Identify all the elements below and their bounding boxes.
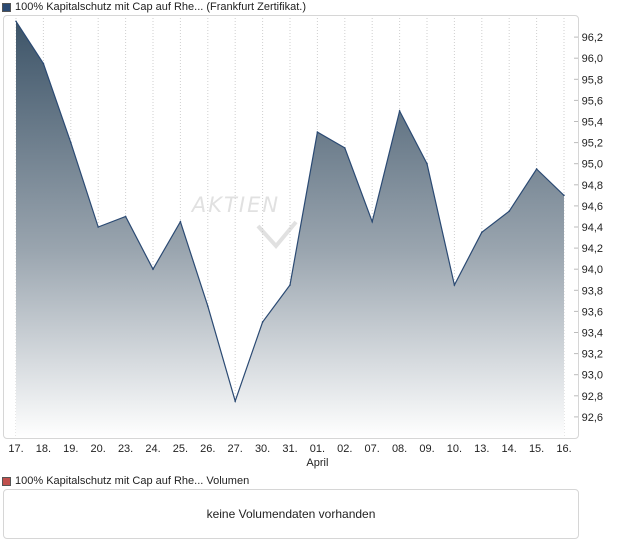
- x-tick-label: 25.: [173, 443, 188, 455]
- y-tick-label: 93,4: [582, 328, 603, 340]
- x-tick-label: 14.: [502, 443, 517, 455]
- x-tick-label: 17.: [8, 443, 23, 455]
- data-point: [563, 194, 565, 197]
- y-tick-label: 95,4: [582, 117, 603, 129]
- price-legend: 100% Kapitalschutz mit Cap auf Rhe... (F…: [2, 0, 306, 14]
- y-tick-label: 96,0: [582, 53, 603, 65]
- data-point: [508, 210, 511, 212]
- data-point: [481, 231, 483, 234]
- y-tick-label: 94,6: [582, 201, 603, 213]
- x-tick-label: 10.: [447, 443, 462, 455]
- y-tick-label: 95,0: [582, 159, 603, 171]
- data-point: [453, 284, 456, 286]
- volume-panel: keine Volumendaten vorhanden: [3, 489, 579, 539]
- x-tick-label: 20.: [91, 443, 106, 455]
- data-point: [179, 220, 182, 223]
- data-point: [124, 215, 127, 218]
- x-tick-label: 24.: [145, 443, 160, 455]
- x-tick-label: 02.: [337, 443, 352, 455]
- volume-legend: 100% Kapitalschutz mit Cap auf Rhe... Vo…: [2, 474, 249, 488]
- data-point: [371, 220, 374, 223]
- watermark-check-icon: [256, 220, 298, 250]
- x-tick-label: 23.: [118, 443, 133, 455]
- price-chart: AKTIEN 92,6 92,8 93,0 93,2 93,4 93,6 93,8 94,0 9…: [8, 18, 603, 469]
- x-month-label: April: [306, 457, 328, 469]
- data-point: [234, 400, 236, 402]
- x-tick-label: 31.: [282, 443, 297, 455]
- data-point: [535, 168, 538, 170]
- y-tick-label: 93,8: [582, 285, 603, 297]
- y-tick-label: 92,8: [582, 391, 603, 403]
- y-tick-label: 94,4: [582, 222, 603, 234]
- data-point: [42, 62, 45, 65]
- data-point: [152, 268, 154, 271]
- volume-legend-label: 100% Kapitalschutz mit Cap auf Rhe... Vo…: [15, 475, 250, 487]
- data-point: [261, 321, 264, 323]
- y-tick-label: 95,8: [582, 74, 603, 86]
- data-point: [97, 226, 99, 228]
- data-point: [426, 162, 428, 165]
- data-point: [207, 305, 209, 307]
- x-tick-label: 15.: [529, 443, 544, 455]
- y-tick-label: 93,2: [582, 349, 603, 361]
- x-tick-label: 19.: [63, 443, 78, 455]
- data-point: [344, 147, 346, 149]
- data-point: [398, 110, 401, 112]
- x-tick-label: 27.: [228, 443, 243, 455]
- data-point: [15, 20, 17, 23]
- x-tick-label: 13.: [474, 443, 489, 455]
- x-tick-label: 18.: [36, 443, 51, 455]
- data-point: [316, 131, 319, 133]
- data-point: [70, 141, 72, 144]
- y-tick-label: 92,6: [582, 412, 603, 424]
- x-tick-label: 09.: [419, 443, 434, 455]
- volume-empty-message: keine Volumendaten vorhanden: [206, 507, 376, 521]
- price-area: [16, 21, 564, 439]
- volume-legend-swatch: [2, 476, 11, 486]
- x-tick-label: 01.: [310, 443, 325, 455]
- y-tick-label: 95,2: [582, 138, 603, 150]
- data-point: [289, 284, 291, 286]
- y-tick-label: 94,2: [582, 243, 603, 255]
- price-legend-swatch: [2, 2, 11, 12]
- price-legend-label: 100% Kapitalschutz mit Cap auf Rhe... (F…: [15, 1, 307, 13]
- y-tick-label: 94,8: [582, 180, 603, 192]
- y-tick-label: 94,0: [582, 264, 603, 276]
- x-tick-label: 26.: [200, 443, 215, 455]
- y-tick-label: 93,6: [582, 306, 603, 318]
- y-tick-label: 95,6: [582, 95, 603, 107]
- x-tick-label: 08.: [392, 443, 407, 455]
- x-tick-label: 30.: [255, 443, 270, 455]
- x-tick-label: 07.: [365, 443, 380, 455]
- x-tick-label: 16.: [556, 443, 571, 455]
- y-tick-label: 96,2: [582, 32, 603, 44]
- watermark: AKTIEN: [190, 193, 280, 217]
- y-tick-label: 93,0: [582, 370, 603, 382]
